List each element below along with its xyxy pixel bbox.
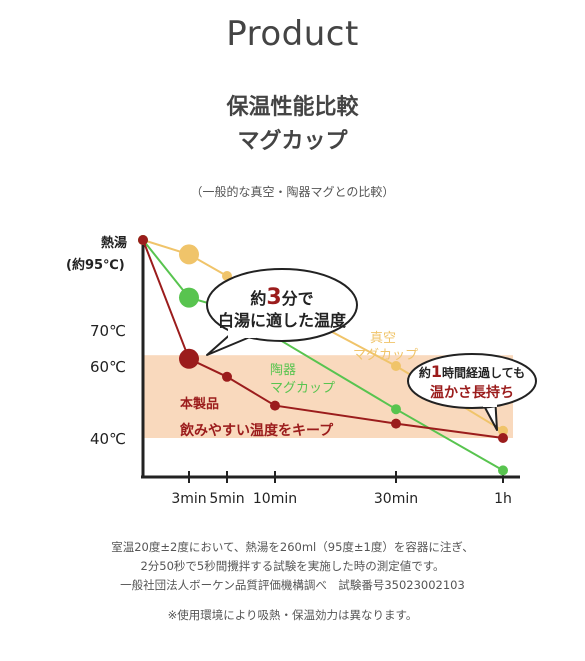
footnote-test-condition: 室温20度±2度において、熱湯を260ml（95度±1度）を容器に注ぎ、	[111, 540, 474, 554]
callout-tail-mask	[228, 328, 256, 338]
data-point	[391, 361, 401, 371]
footnote-test-organization: 一般社団法人ボーケン品質評価機構調べ 試験番号35023002103	[120, 578, 465, 592]
data-point	[391, 404, 401, 415]
footnote-test-method: 2分50秒で5秒間攪拌する試験を実施した時の測定値です。	[140, 559, 445, 573]
series-label-vacuum: 真空	[370, 331, 396, 346]
series-label-ceramic-line2: マグカップ	[270, 381, 335, 396]
comparison-subheading: マグカップ	[237, 129, 348, 154]
data-point	[270, 400, 280, 411]
callout-3min-line2: 白湯に適した温度	[218, 311, 347, 330]
series-label-vacuum-line2: マグカップ	[353, 348, 418, 363]
x-tick-label: 10min	[253, 491, 297, 507]
series-label-ceramic: 陶器	[270, 362, 296, 378]
series-line	[142, 239, 504, 439]
comparison-heading: 保温性能比較	[226, 95, 359, 120]
x-tick-label: 3min	[171, 491, 206, 507]
callout-bubble-3min	[206, 268, 358, 342]
callout-tail-mask	[483, 398, 497, 407]
y-tick-label: 40℃	[90, 430, 126, 448]
callout-3min-suffix: 分で	[282, 289, 314, 308]
footnote-disclaimer: ※使用環境により吸熱・保温効力は異なります。	[167, 608, 418, 622]
data-point	[179, 348, 199, 369]
x-tick-label: 30min	[374, 491, 418, 507]
y-tick-label: 70℃	[90, 322, 126, 340]
data-point	[391, 418, 401, 429]
callout-3min-prefix: 約	[250, 289, 266, 308]
callout-3min-line1: 約3分で	[250, 285, 313, 310]
data-point	[498, 465, 508, 476]
data-point	[498, 425, 508, 436]
x-tick-label: 1h	[494, 491, 512, 507]
callout-1h-prefix: 約	[419, 365, 431, 380]
callout-1h-line1: 約1時間経過しても	[419, 362, 525, 381]
series-label-product: 本製品	[180, 396, 219, 412]
y-tick-label: 60℃	[90, 358, 126, 376]
temperature-chart: 3min 5min 10min 30min 1h 70℃ 60℃ 40℃ 熱湯 (約95℃) 真空マ…	[66, 235, 537, 507]
callout-bubble-1h	[407, 353, 537, 409]
data-point	[179, 244, 199, 265]
x-tick-label: 5min	[209, 491, 244, 507]
callout-1h-number: 1	[431, 362, 442, 381]
comfort-band-label: 飲みやすい温度をキープ	[179, 422, 334, 439]
y-axis-label: 熱湯	[101, 235, 127, 251]
data-point	[222, 371, 232, 382]
callout-1h-line2: 温かさ長持ち	[430, 384, 514, 401]
callout-3min-number: 3	[266, 285, 281, 310]
comparison-subtitle: （一般的な真空・陶器マグとの比較）	[190, 185, 395, 199]
page-title: Product	[226, 14, 359, 54]
data-point	[179, 287, 199, 308]
callout-1h-suffix: 時間経過しても	[442, 365, 525, 380]
y-axis-label-temp: (約95℃)	[66, 257, 125, 273]
data-point	[498, 433, 508, 443]
data-point	[138, 235, 148, 245]
